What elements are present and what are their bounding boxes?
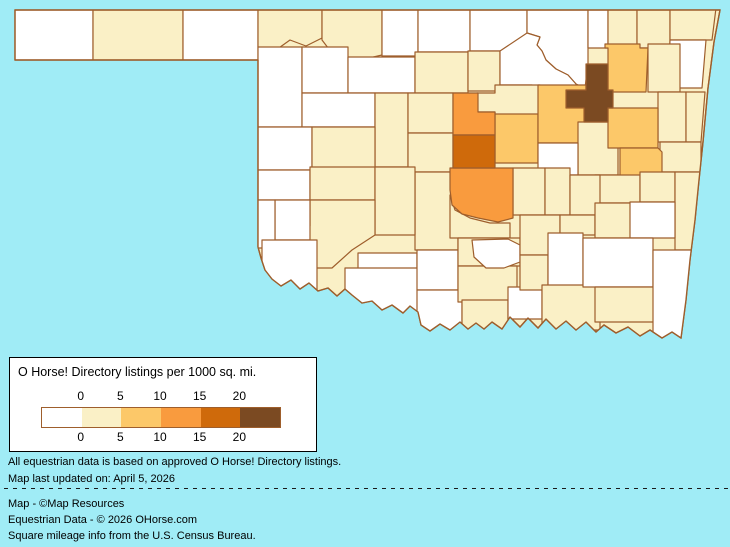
county-caddo: [374, 166, 416, 236]
county-stephens: [416, 249, 459, 291]
county-canadian: [407, 132, 454, 173]
legend-color-bar: [41, 407, 281, 428]
county-cimarron: [15, 10, 94, 61]
divider-dashed-line: [4, 488, 730, 489]
county-marshall: [507, 286, 543, 320]
county-mccurtain: [652, 249, 699, 338]
legend-swatch-4: [200, 408, 241, 427]
county-ottawa: [669, 10, 717, 41]
county-blaine: [374, 92, 409, 168]
county-seminole: [544, 167, 571, 216]
county-pottawatomie: [512, 167, 546, 216]
legend-swatch-2: [121, 408, 162, 427]
county-kingfisher: [407, 92, 454, 134]
county-cleveland: [449, 167, 514, 223]
legend-tick-label: 20: [232, 430, 247, 444]
county-haskell: [639, 171, 676, 203]
county-mcintosh: [594, 174, 641, 204]
legend-tick-label: 0: [77, 430, 84, 444]
county-beaver: [182, 10, 259, 61]
county-dewey: [301, 92, 376, 128]
county-coal: [559, 214, 596, 236]
county-beckham: [257, 169, 311, 201]
legend-tick-label: 10: [153, 430, 167, 444]
legend-ticks-bottom: 0 5 10 15 20: [10, 430, 316, 444]
legend-tick-label: 20: [232, 389, 247, 403]
legend-tick-label: 15: [192, 430, 207, 444]
legend-tick-label: 15: [192, 389, 207, 403]
county-garfield: [414, 51, 469, 94]
legend-box: O Horse! Directory listings per 1000 sq.…: [9, 357, 317, 452]
legend-ticks-top: 0 5 10 15 20: [10, 389, 316, 403]
county-major: [347, 56, 416, 94]
county-latimer: [629, 201, 676, 239]
county-washita: [309, 166, 376, 201]
footer-credit-data: Equestrian Data - © 2026 OHorse.com: [8, 514, 198, 526]
county-murray: [471, 238, 521, 269]
county-grant: [417, 10, 471, 53]
legend-swatch-1: [81, 408, 122, 427]
county-wagoner: [607, 107, 659, 149]
county-sequoyah: [659, 141, 702, 173]
county-woodward: [301, 46, 349, 94]
legend-tick-label: 5: [116, 389, 124, 403]
county-custer: [311, 126, 376, 171]
legend-title: O Horse! Directory listings per 1000 sq.…: [18, 365, 257, 379]
state-outline: [14, 9, 721, 339]
county-washington: [587, 10, 609, 49]
county-rogers: [604, 43, 649, 93]
county-adair: [685, 91, 706, 143]
county-ellis: [257, 46, 303, 128]
legend-swatch-0: [42, 408, 82, 427]
legend-tick-label: 10: [153, 389, 167, 403]
county-craig: [636, 10, 671, 49]
legend-swatch-3: [161, 408, 201, 427]
county-roger-mills: [257, 126, 313, 171]
county-oklahoma: [452, 134, 496, 169]
county-alfalfa: [381, 10, 419, 57]
legend-tick-label: 5: [116, 430, 124, 444]
county-atoka: [547, 232, 584, 288]
county-cherokee: [657, 91, 687, 143]
footer-credit-map: Map - ©Map Resources: [8, 498, 125, 510]
footer-credit-mileage: Square mileage info from the U.S. Census…: [8, 530, 256, 542]
county-greer: [274, 199, 311, 241]
county-mayes: [647, 43, 681, 93]
county-pushmataha: [582, 237, 654, 288]
footer-note-data: All equestrian data is based on approved…: [8, 456, 342, 468]
county-texas: [92, 10, 184, 61]
county-tulsa: [565, 63, 614, 123]
county-lincoln: [494, 113, 539, 164]
oklahoma-map-svg: [14, 9, 721, 340]
legend-swatch-5: [240, 408, 281, 427]
legend-tick-label: 0: [77, 389, 84, 403]
county-nowata: [607, 10, 638, 49]
footer-note-updated: Map last updated on: April 5, 2026: [8, 473, 175, 485]
